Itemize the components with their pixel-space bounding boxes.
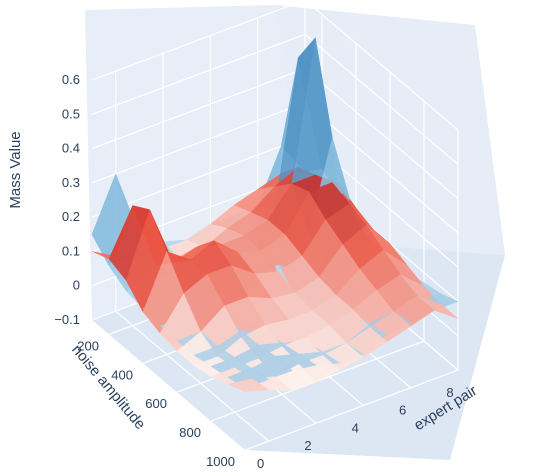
x-tick-label: 800 bbox=[179, 425, 201, 440]
y-tick-label: 2 bbox=[304, 438, 311, 453]
z-axis-title: Mass Value bbox=[7, 131, 24, 208]
z-tick-label: 0.1 bbox=[62, 243, 80, 258]
z-tick-label: 0.6 bbox=[62, 72, 80, 87]
x-tick-label: 1000 bbox=[206, 454, 235, 469]
z-tick-label: 0.4 bbox=[62, 141, 80, 156]
x-tick-label: 600 bbox=[145, 396, 167, 411]
y-tick-label: 6 bbox=[399, 403, 406, 418]
y-tick-label: 4 bbox=[352, 420, 359, 435]
surfaces bbox=[91, 37, 459, 392]
y-axis-ticks: 0 2 4 6 8 bbox=[257, 385, 454, 471]
z-tick-label: 0 bbox=[73, 278, 80, 293]
y-tick-label: 0 bbox=[257, 456, 264, 471]
y-tick-label: 8 bbox=[446, 385, 453, 400]
y-grid-line bbox=[115, 71, 270, 442]
z-tick-label: 0.5 bbox=[62, 106, 80, 121]
x-tick-label: 200 bbox=[77, 338, 99, 353]
z-axis-ticks: −0.1 0 0.1 0.2 0.3 0.4 0.5 0.6 bbox=[54, 72, 80, 327]
x-tick-label: 400 bbox=[111, 367, 133, 382]
z-tick-label: 0.3 bbox=[62, 175, 80, 190]
z-tick-label: 0.2 bbox=[62, 209, 80, 224]
red-surface-patch bbox=[227, 378, 270, 392]
x-axis-ticks: 200 400 600 800 1000 bbox=[77, 338, 235, 469]
z-tick-label: −0.1 bbox=[54, 312, 80, 327]
